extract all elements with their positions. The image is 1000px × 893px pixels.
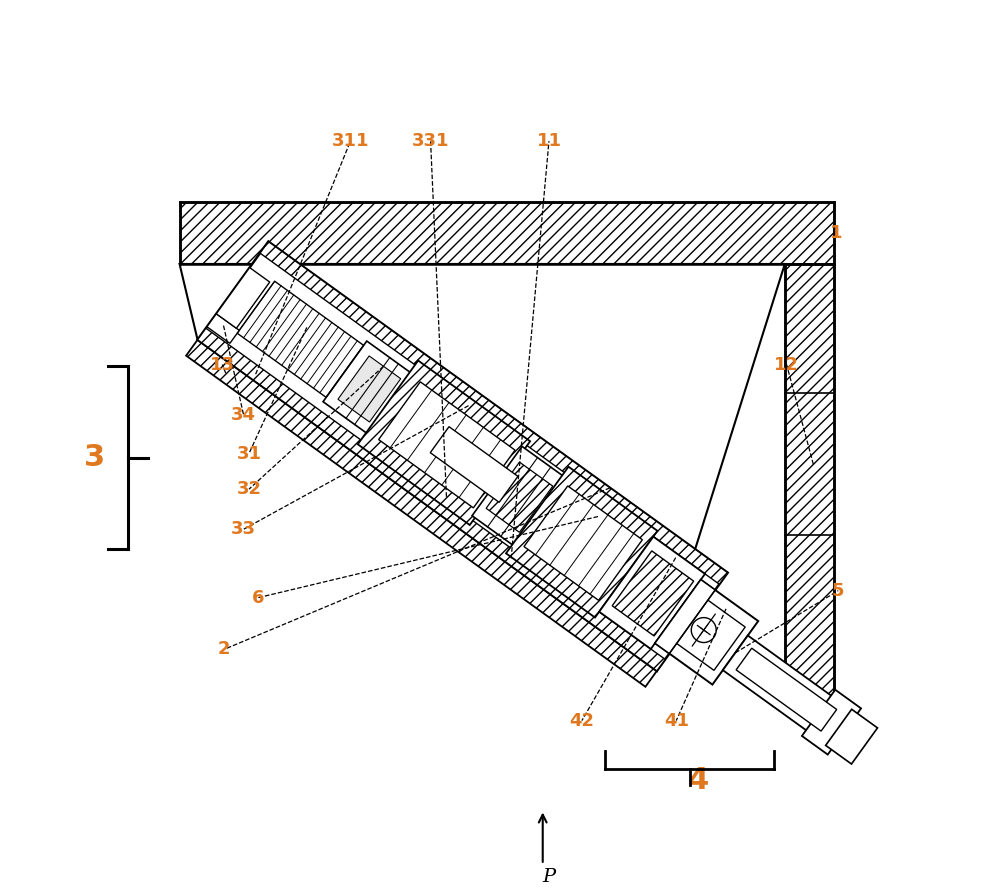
Polygon shape (655, 580, 715, 654)
Text: P: P (543, 868, 556, 887)
Polygon shape (338, 356, 401, 422)
Polygon shape (237, 281, 364, 397)
Text: 41: 41 (664, 712, 689, 730)
Polygon shape (599, 537, 705, 649)
Polygon shape (506, 467, 657, 618)
Text: 331: 331 (412, 132, 449, 150)
Polygon shape (524, 486, 642, 600)
Polygon shape (198, 242, 728, 671)
Polygon shape (379, 382, 515, 508)
Text: 2: 2 (218, 640, 230, 658)
Text: 3: 3 (84, 443, 105, 472)
Polygon shape (486, 462, 553, 532)
Text: 13: 13 (210, 355, 235, 373)
Text: 11: 11 (536, 132, 561, 150)
Polygon shape (785, 264, 834, 709)
Polygon shape (430, 427, 518, 503)
Text: 4: 4 (688, 766, 709, 796)
Polygon shape (612, 551, 694, 636)
Text: 33: 33 (231, 521, 256, 538)
Polygon shape (358, 361, 530, 525)
Polygon shape (723, 636, 848, 743)
Polygon shape (180, 202, 834, 264)
Polygon shape (655, 580, 758, 685)
Text: 32: 32 (236, 480, 261, 498)
Polygon shape (216, 268, 270, 329)
Text: 1: 1 (830, 224, 843, 242)
Text: 5: 5 (832, 581, 844, 599)
Polygon shape (736, 648, 837, 731)
Polygon shape (180, 264, 785, 671)
Polygon shape (260, 242, 728, 584)
Polygon shape (670, 595, 745, 671)
Polygon shape (198, 329, 665, 671)
Polygon shape (802, 689, 861, 755)
Polygon shape (186, 339, 657, 687)
Polygon shape (826, 709, 878, 764)
Text: 31: 31 (236, 445, 261, 463)
Text: 42: 42 (569, 712, 594, 730)
Text: 34: 34 (231, 406, 256, 424)
Text: 12: 12 (774, 355, 799, 373)
Polygon shape (472, 446, 565, 547)
Text: 311: 311 (332, 132, 369, 150)
Polygon shape (207, 313, 239, 343)
Polygon shape (323, 341, 413, 435)
Text: 6: 6 (252, 588, 264, 606)
